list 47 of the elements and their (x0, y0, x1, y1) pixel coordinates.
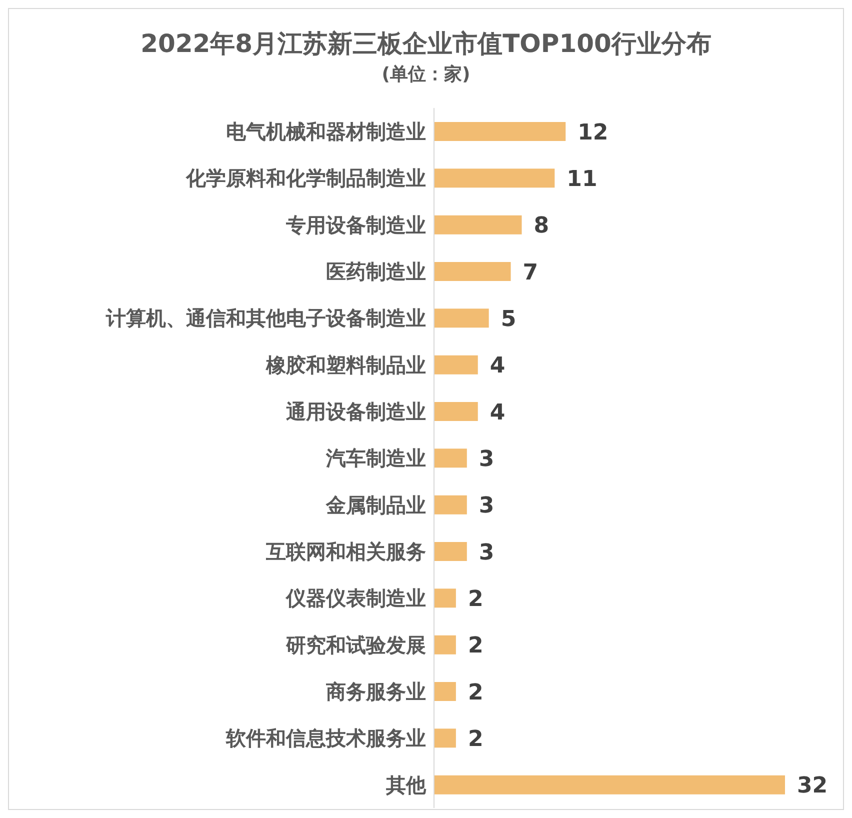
y-tick-label: 专用设备制造业 (285, 212, 426, 237)
data-label: 3 (478, 540, 494, 566)
y-tick-label: 汽车制造业 (325, 446, 426, 470)
y-tick-label: 通用设备制造业 (285, 399, 426, 424)
data-label: 2 (468, 586, 484, 612)
bar (434, 262, 511, 281)
data-label: 32 (797, 774, 828, 799)
bar (434, 588, 456, 608)
y-tick-label: 化学原料和化学制品制造业 (185, 166, 426, 190)
bar (434, 122, 566, 141)
bar (434, 168, 555, 188)
y-tick-label: 橡胶和塑料制品业 (265, 352, 426, 377)
bar (434, 495, 467, 514)
data-label: 2 (468, 634, 484, 659)
bar (434, 308, 489, 328)
data-label: 12 (578, 120, 608, 146)
bar (434, 728, 456, 748)
data-label: 2 (468, 680, 484, 706)
data-label: 3 (478, 446, 494, 472)
data-label: 3 (478, 494, 494, 519)
y-tick-label: 仪器仪表制造业 (285, 586, 426, 610)
data-label: 8 (534, 214, 550, 239)
chart-subtitle: (单位：家) (380, 63, 472, 86)
data-label: 2 (468, 726, 484, 752)
y-tick-label: 互联网和相关服务 (265, 539, 426, 564)
data-label: 11 (566, 166, 598, 192)
bar (434, 635, 456, 654)
y-tick-label: 其他 (385, 772, 427, 797)
y-tick-label: 商务服务业 (325, 679, 426, 704)
bar (434, 448, 467, 468)
bar (434, 775, 785, 794)
data-label: 5 (500, 306, 516, 332)
y-tick-label: 医药制造业 (326, 259, 426, 284)
chart-title: 2022年8月江苏新三板企业市值TOP100行业分布 (140, 28, 712, 60)
bar (434, 355, 478, 374)
bar (434, 215, 522, 234)
bar (434, 542, 467, 561)
bar (434, 402, 478, 421)
data-label: 7 (522, 260, 538, 286)
y-tick-label: 研究和试验发展 (285, 632, 426, 657)
data-label: 4 (490, 400, 506, 426)
y-tick-label: 计算机、通信和其他电子设备制造业 (105, 306, 426, 330)
y-tick-label: 金属制品业 (325, 492, 426, 517)
y-tick-label: 软件和信息技术服务业 (225, 726, 426, 750)
data-label: 4 (490, 354, 506, 379)
bar (434, 682, 456, 701)
y-tick-label: 电气机械和器材制造业 (226, 119, 426, 144)
